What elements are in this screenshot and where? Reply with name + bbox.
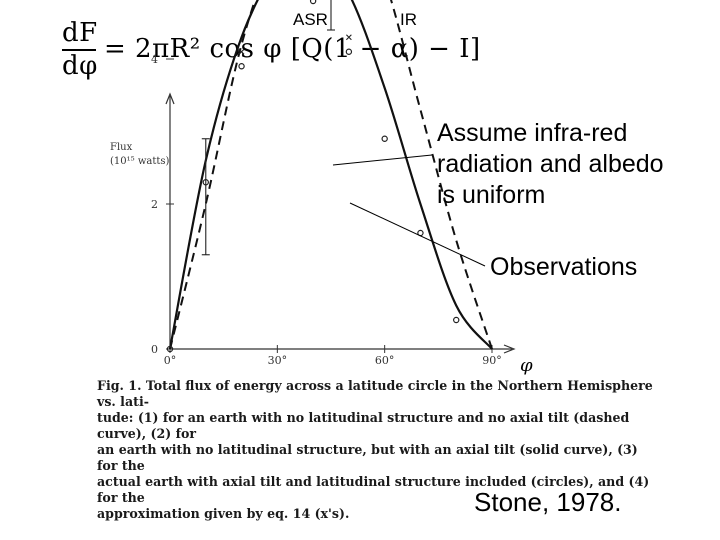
chart-plot — [166, 0, 493, 353]
caption-line-3: an earth with no latitudinal structure, … — [97, 442, 638, 473]
observation-circle — [345, 48, 353, 55]
x-axis-arrow — [503, 344, 516, 354]
equation-fraction: dF dφ — [62, 18, 98, 81]
caption-line-4: actual earth with axial tilt and latitud… — [97, 474, 650, 505]
observation-circle — [309, 0, 317, 5]
approximation-cross — [346, 34, 352, 41]
ir-label: IR — [400, 10, 417, 29]
observation-circle — [381, 135, 388, 142]
fraction-bar — [62, 49, 96, 51]
observation-circle — [238, 63, 245, 70]
energy-flux-equation: dF dφ = 2πR² cos φ [Q(1 − α) − I] — [0, 0, 480, 90]
x-tick-label: 0° — [164, 354, 177, 367]
x-tick-label: 60° — [375, 354, 395, 367]
uniform-line-1: Assume infra-red — [437, 119, 628, 147]
figure-caption: Fig. 1. Total flux of energy across a la… — [97, 378, 657, 522]
x-tick-label: 90° — [482, 354, 502, 367]
observation-circle — [453, 316, 460, 324]
chart-axes: 02460°30°60°90°Flux(10¹⁵ watts)φ — [110, 53, 533, 376]
annotation-leaders — [332, 154, 486, 267]
observation-circle — [166, 345, 174, 353]
asr-label: ASR — [293, 10, 328, 29]
x-axis-symbol: φ — [520, 355, 533, 376]
uniform-annotation: Assume infra-red radiation and albedo is… — [437, 118, 664, 211]
y-axis-arrow — [165, 92, 175, 105]
citation: Stone, 1978. — [474, 487, 622, 517]
observations-leader-line — [349, 202, 486, 267]
y-tick-label: 0 — [151, 343, 158, 356]
solid-curve-axial-tilt — [168, 0, 493, 350]
uniform-line-3: is uniform — [437, 181, 546, 209]
caption-line-2: tude: (1) for an earth with no latitudin… — [97, 410, 630, 441]
dashed-curve-no-tilt — [169, 0, 493, 350]
caption-line-5: approximation given by eq. 14 (x's). — [97, 506, 350, 521]
caption-line-1: Fig. 1. Total flux of energy across a la… — [97, 378, 653, 409]
y-axis-label: (10¹⁵ watts) — [110, 156, 170, 167]
approximation-cross — [238, 48, 245, 55]
equation-numerator: dF — [62, 18, 98, 48]
y-tick-label: 2 — [151, 198, 158, 211]
x-tick-label: 30° — [268, 354, 288, 367]
equation-denominator: dφ — [62, 51, 98, 81]
y-tick-label: 4 — [151, 53, 158, 66]
uniform-leader-line — [332, 154, 433, 166]
uniform-line-2: radiation and albedo — [437, 150, 664, 178]
observations-annotation: Observations — [490, 253, 638, 281]
y-axis-label: Flux — [110, 142, 133, 153]
